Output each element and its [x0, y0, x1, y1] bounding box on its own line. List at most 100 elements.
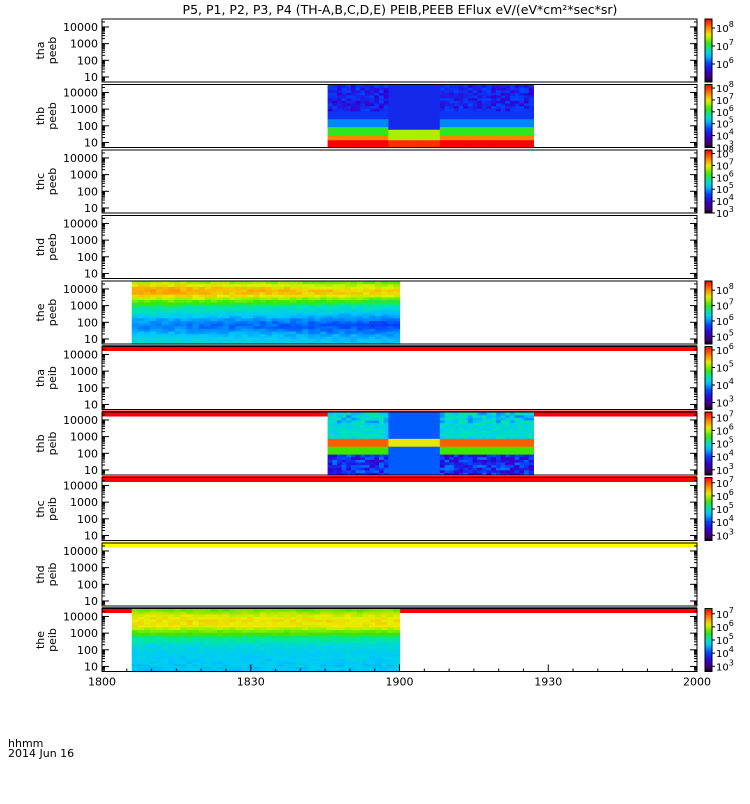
- colorbar-tick-mantissa: 10: [716, 479, 729, 490]
- colorbar-tick-mantissa: 10: [716, 132, 729, 143]
- colorbar-tick-exponent: 3: [729, 395, 734, 404]
- colorbar-tick-exponent: 4: [729, 514, 734, 523]
- colorbar-tick-mantissa: 10: [716, 24, 729, 35]
- colorbar-tick-exponent: 3: [729, 205, 734, 214]
- panel-frame: [102, 150, 697, 213]
- colorbar-tick-mantissa: 10: [716, 346, 729, 357]
- colorbar-scale: [705, 478, 712, 541]
- panel-label-product: peib: [46, 497, 59, 521]
- y-tick-label: 10000: [63, 545, 98, 558]
- colorbar-tick-exponent: 6: [729, 422, 734, 431]
- colorbar-scale: [705, 150, 712, 213]
- colorbar-tick-label: 108: [716, 20, 734, 35]
- panel-label-product: peib: [46, 563, 59, 587]
- chart-title: P5, P1, P2, P3, P4 (TH-A,B,C,D,E) PEIB,P…: [183, 2, 618, 17]
- colorbar-scale: [705, 347, 712, 410]
- y-tick-label: 10: [84, 333, 98, 346]
- y-tick-label: 10000: [63, 217, 98, 230]
- colorbar-tick-mantissa: 10: [716, 453, 729, 464]
- y-tick-label: 100: [77, 578, 98, 591]
- colorbar-tick-exponent: 5: [729, 360, 734, 369]
- colorbar-tick-mantissa: 10: [716, 332, 729, 343]
- colorbar-tick-exponent: 5: [729, 181, 734, 190]
- colorbar-tick-mantissa: 10: [716, 505, 729, 516]
- colorbar-tick-exponent: 5: [729, 436, 734, 445]
- colorbar-tick-mantissa: 10: [716, 120, 729, 131]
- panel-frame: [102, 19, 697, 82]
- y-tick-label: 10000: [63, 348, 98, 361]
- colorbar-tick-exponent: 8: [729, 20, 734, 29]
- colorbar-tick-label: 106: [716, 56, 734, 71]
- colorbar-tick-exponent: 4: [729, 193, 734, 202]
- panel-label-product: peeb: [46, 168, 59, 196]
- colorbar-tick-exponent: 5: [729, 501, 734, 510]
- colorbar-tick-label: 107: [716, 298, 734, 313]
- y-tick-label: 100: [77, 316, 98, 329]
- colorbar-tick-exponent: 5: [729, 328, 734, 337]
- y-tick-label: 10: [84, 529, 98, 542]
- colorbar-tick-label: 106: [716, 342, 734, 357]
- colorbar-tick-exponent: 5: [729, 116, 734, 125]
- y-tick-label: 1000: [70, 562, 98, 575]
- colorbar-tick-mantissa: 10: [716, 531, 729, 542]
- data-block-0: [132, 609, 400, 673]
- y-tick-label: 1000: [70, 234, 98, 247]
- colorbar-tick-mantissa: 10: [716, 381, 729, 392]
- colorbar-tick-exponent: 8: [729, 282, 734, 291]
- colorbar-tick-exponent: 7: [729, 92, 734, 101]
- panel-frame: [102, 543, 697, 606]
- y-tick-label: 1000: [70, 300, 98, 313]
- colorbar-tick-label: 107: [716, 38, 734, 53]
- colorbar-tick-mantissa: 10: [716, 440, 729, 451]
- y-tick-label: 100: [77, 185, 98, 198]
- colorbar-tick-mantissa: 10: [716, 399, 729, 410]
- panel-label-product: peeb: [46, 233, 59, 261]
- status-bar: [102, 345, 697, 351]
- y-tick-label: 10: [84, 398, 98, 411]
- colorbar-scale: [705, 85, 712, 148]
- status-bar: [102, 476, 697, 482]
- colorbar-tick-label: 103: [716, 395, 734, 410]
- y-tick-label: 100: [77, 447, 98, 460]
- colorbar-tick-mantissa: 10: [716, 150, 729, 161]
- y-tick-label: 10: [84, 464, 98, 477]
- colorbar-scale: [705, 19, 712, 82]
- y-tick-label: 10: [84, 136, 98, 149]
- colorbar-tick-mantissa: 10: [716, 197, 729, 208]
- y-tick-label: 10: [84, 71, 98, 84]
- y-tick-label: 1000: [70, 431, 98, 444]
- colorbar-tick-exponent: 7: [729, 409, 734, 418]
- colorbar-tick-label: 103: [716, 527, 734, 542]
- y-tick-label: 10000: [63, 86, 98, 99]
- data-block-0: [328, 85, 534, 149]
- colorbar-tick-exponent: 8: [729, 80, 734, 89]
- y-tick-label: 1000: [70, 365, 98, 378]
- colorbar-tick-mantissa: 10: [716, 426, 729, 437]
- y-tick-label: 100: [77, 251, 98, 264]
- panel-label-product: peeb: [46, 37, 59, 65]
- y-tick-label: 10: [84, 595, 98, 608]
- colorbar-tick-mantissa: 10: [716, 42, 729, 53]
- colorbar-tick-exponent: 6: [729, 342, 734, 351]
- colorbar-tick-mantissa: 10: [716, 173, 729, 184]
- colorbar-tick-mantissa: 10: [716, 84, 729, 95]
- y-tick-label: 10000: [63, 21, 98, 34]
- colorbar-tick-exponent: 3: [729, 527, 734, 536]
- colorbar-tick-mantissa: 10: [716, 161, 729, 172]
- colorbar-tick-exponent: 7: [729, 475, 734, 484]
- colorbar-tick-mantissa: 10: [716, 413, 729, 424]
- panel-label-product: peib: [46, 432, 59, 456]
